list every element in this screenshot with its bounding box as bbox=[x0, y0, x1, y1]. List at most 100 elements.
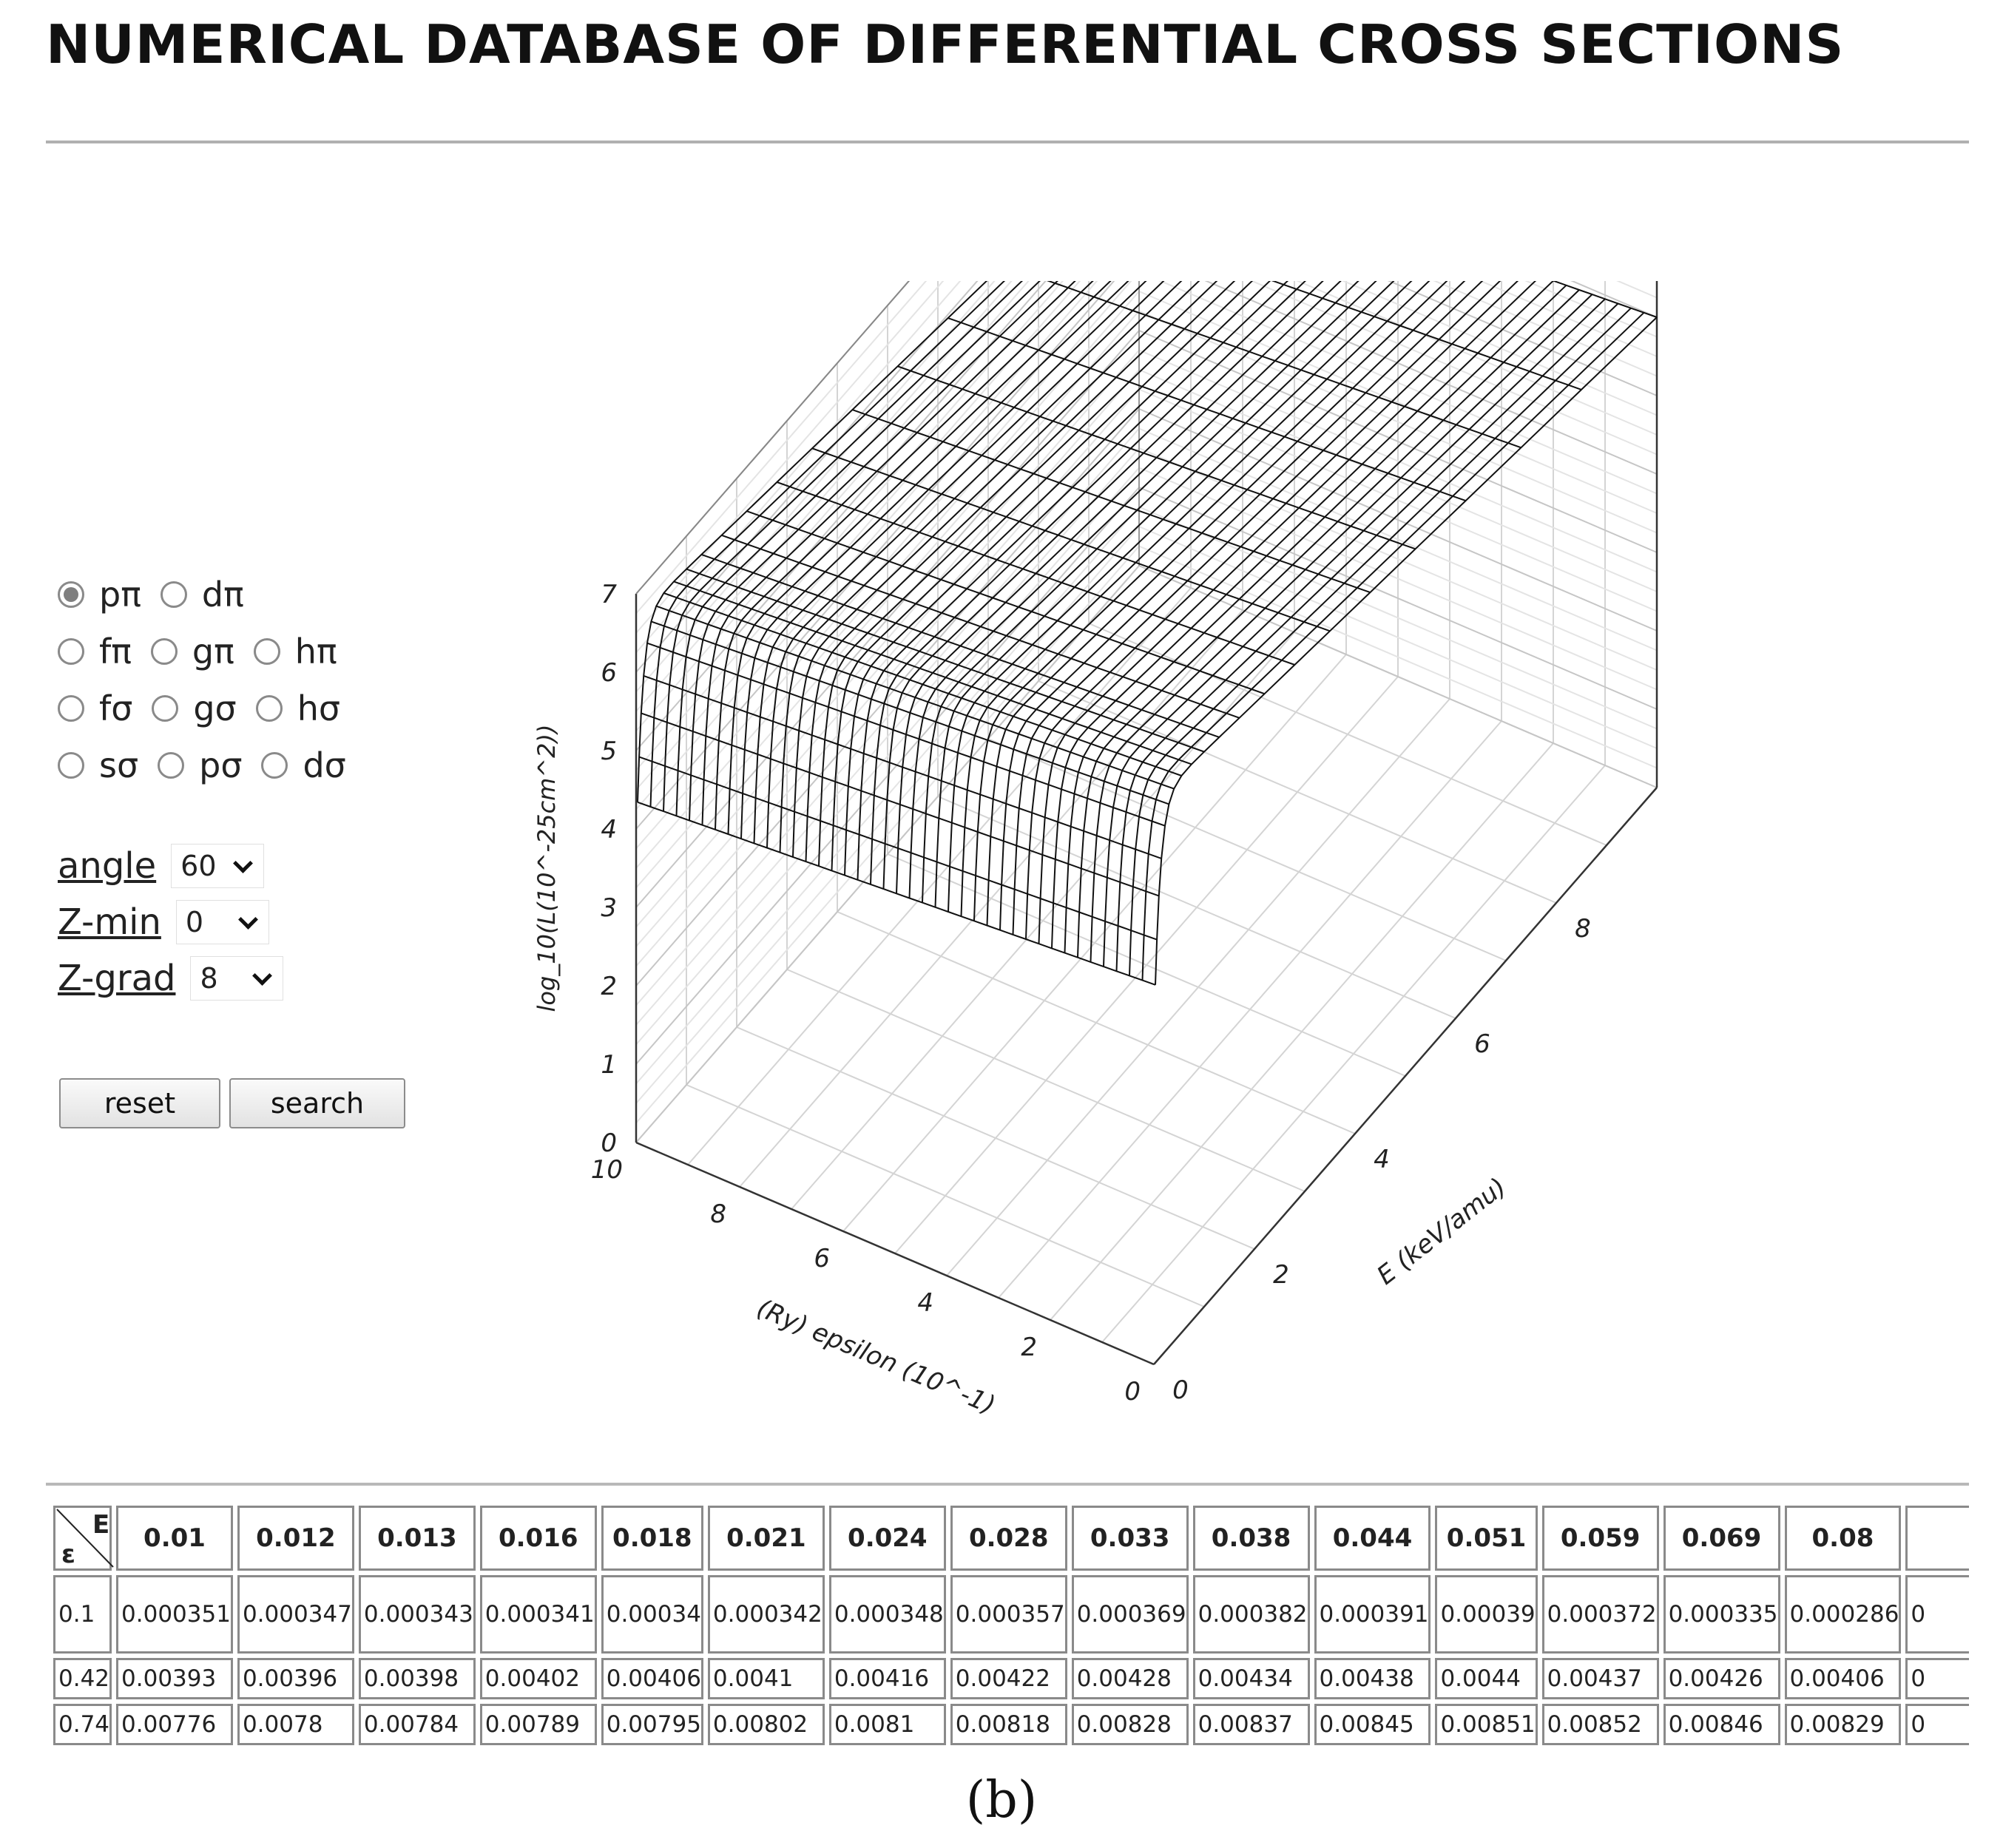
radio-row: pπ dπ bbox=[58, 566, 442, 623]
e-tick-label: 2 bbox=[1273, 1260, 1289, 1290]
search-button[interactable]: search bbox=[229, 1078, 405, 1128]
column-header: 0.044 bbox=[1314, 1506, 1431, 1571]
wall-grid-line bbox=[1250, 281, 1658, 456]
radio-option[interactable]: fπ bbox=[58, 632, 132, 671]
zgrad-select[interactable]: 8 bbox=[190, 956, 284, 1001]
surface-line bbox=[1271, 281, 1582, 390]
radio-option[interactable]: pσ bbox=[158, 745, 242, 785]
wall-grid-line bbox=[635, 467, 1140, 1046]
table-corner-cell: E ε bbox=[53, 1506, 114, 1571]
wall-grid-line bbox=[1138, 291, 1658, 514]
eps-tick-label: 8 bbox=[710, 1199, 726, 1229]
row-header-cell: 0.42 bbox=[53, 1658, 112, 1699]
axis-line bbox=[635, 281, 911, 595]
radio-button[interactable] bbox=[58, 581, 84, 608]
wall-grid-line bbox=[1138, 526, 1658, 749]
radio-label: fπ bbox=[99, 631, 132, 671]
radio-option[interactable]: hσ bbox=[255, 688, 340, 728]
angle-select[interactable]: 60 bbox=[171, 844, 265, 888]
eps-tick-label: 4 bbox=[917, 1288, 933, 1318]
eps-tick-label: 6 bbox=[814, 1244, 830, 1273]
radio-button[interactable] bbox=[261, 751, 288, 779]
radio-label: sσ bbox=[99, 745, 139, 785]
z-tick-label: 6 bbox=[601, 658, 617, 688]
e-tick-label: 8 bbox=[1575, 914, 1591, 944]
table-cell: 0.000335 bbox=[1663, 1575, 1780, 1654]
axis-line bbox=[635, 1141, 1155, 1366]
row-header-cell: 0.1 bbox=[53, 1575, 112, 1654]
zmin-label[interactable]: Z-min bbox=[58, 901, 161, 943]
surface-line bbox=[651, 620, 1169, 805]
zgrad-row: Z-grad 8 bbox=[58, 950, 442, 1006]
floor-grid-line bbox=[887, 853, 1406, 1077]
radio-row: fσ gσ hσ bbox=[58, 680, 442, 737]
column-header: 0.012 bbox=[237, 1506, 354, 1571]
column-header: 0.024 bbox=[828, 1506, 946, 1571]
column-header: 0.059 bbox=[1541, 1506, 1659, 1571]
wall-grid-line bbox=[635, 330, 1140, 908]
wall-grid-line bbox=[635, 369, 1140, 947]
wall-grid-line bbox=[1433, 281, 1658, 377]
angle-row: angle 60 bbox=[58, 838, 442, 894]
radio-option[interactable]: hπ bbox=[253, 632, 337, 671]
wall-grid-line bbox=[1138, 427, 1658, 651]
axis-line bbox=[1153, 787, 1658, 1365]
surface-line bbox=[673, 581, 1192, 765]
radio-option[interactable]: gπ bbox=[150, 632, 234, 671]
table-cell: 0.00039 bbox=[1435, 1575, 1538, 1654]
wall-grid-line bbox=[635, 281, 1081, 791]
table-cell: 0.00795 bbox=[601, 1704, 703, 1745]
radio-button[interactable] bbox=[58, 637, 84, 665]
radio-button[interactable] bbox=[152, 694, 179, 722]
radio-option[interactable]: pπ bbox=[58, 575, 141, 615]
radio-button[interactable] bbox=[255, 694, 283, 722]
table-cell: 0.00428 bbox=[1071, 1658, 1189, 1699]
radio-button[interactable] bbox=[150, 637, 178, 665]
results-table-container[interactable]: E ε 0.01 0.012 0.013 0.016 0.018 0.021 0.024 0.… bbox=[46, 1501, 1969, 1753]
eps-tick-label: 2 bbox=[1021, 1333, 1037, 1362]
corner-diagonal: E ε bbox=[56, 1509, 114, 1568]
table-cell: 0.0078 bbox=[237, 1704, 354, 1745]
radio-button[interactable] bbox=[253, 637, 280, 665]
table-cell: 0.00845 bbox=[1314, 1704, 1431, 1745]
surface-line bbox=[1046, 281, 1521, 449]
z-tick-label: 5 bbox=[601, 737, 617, 766]
wall-grid-line bbox=[1138, 467, 1658, 691]
wall-grid-line bbox=[635, 281, 996, 693]
surface-line bbox=[638, 756, 1158, 941]
radio-button[interactable] bbox=[58, 751, 84, 779]
radio-option[interactable]: gσ bbox=[152, 688, 237, 728]
wall-grid-line bbox=[635, 281, 962, 654]
surface-line bbox=[960, 281, 1431, 917]
column-header bbox=[1905, 1506, 1969, 1571]
radio-option[interactable]: fσ bbox=[58, 688, 132, 728]
wall-grid-line bbox=[635, 281, 1064, 771]
zgrad-label[interactable]: Z-grad bbox=[58, 958, 176, 999]
reset-button[interactable]: reset bbox=[59, 1078, 220, 1128]
radio-row: sσ pσ dσ bbox=[58, 737, 442, 793]
radio-button[interactable] bbox=[160, 581, 187, 608]
wall-grid-line bbox=[635, 281, 1030, 732]
zmin-value: 0 bbox=[185, 906, 204, 938]
zmin-select[interactable]: 0 bbox=[175, 900, 269, 944]
radio-label: dπ bbox=[201, 574, 244, 615]
table-cell: 0.000357 bbox=[950, 1575, 1067, 1654]
surface-line bbox=[721, 534, 1240, 719]
figure-caption: (b) bbox=[965, 1771, 1038, 1830]
page-title: NUMERICAL DATABASE OF DIFFERENTIAL CROSS… bbox=[46, 13, 1845, 75]
table-cell: 0.00851 bbox=[1435, 1704, 1538, 1745]
radio-button[interactable] bbox=[158, 751, 185, 779]
radio-option[interactable]: dπ bbox=[160, 574, 244, 615]
wall-grid-line bbox=[1138, 447, 1658, 671]
wall-grid-line bbox=[635, 408, 1140, 986]
radio-button[interactable] bbox=[58, 694, 84, 722]
table-cell: 0 bbox=[1905, 1658, 1969, 1699]
angle-label[interactable]: angle bbox=[58, 845, 157, 887]
column-header: 0.01 bbox=[116, 1506, 233, 1571]
table-cell: 0.00818 bbox=[950, 1704, 1067, 1745]
z-tick-label: 3 bbox=[601, 893, 617, 923]
radio-option[interactable]: sσ bbox=[58, 745, 138, 785]
table-divider bbox=[46, 1483, 1969, 1486]
column-header: 0.038 bbox=[1192, 1506, 1310, 1571]
radio-option[interactable]: dσ bbox=[261, 745, 346, 785]
